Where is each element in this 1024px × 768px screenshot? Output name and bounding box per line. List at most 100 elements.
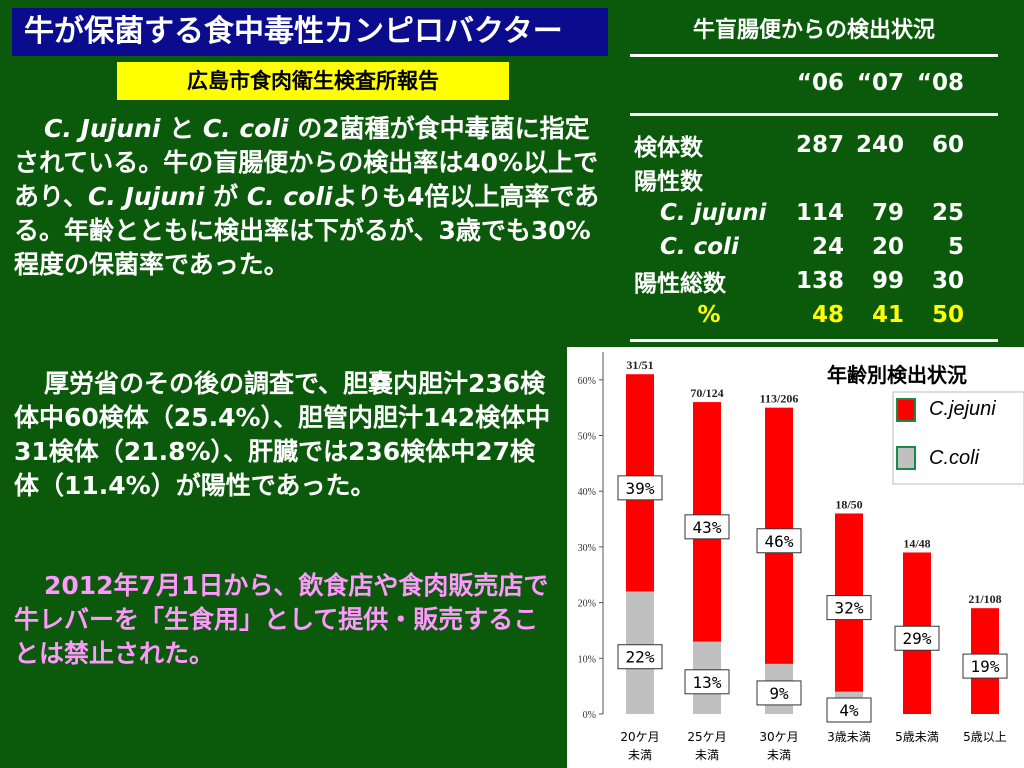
- cell: 41: [871, 302, 904, 328]
- legend-label-coli: C.coli: [929, 447, 980, 469]
- y-tick-label: 40%: [578, 487, 596, 498]
- table-row: 陽性数: [634, 162, 964, 196]
- jejuni-pct-label: 39%: [626, 479, 655, 498]
- cell: 5: [947, 234, 964, 260]
- x-tick-label: 3歳未満: [827, 730, 871, 744]
- year-header-row: “06 “07 “08: [634, 66, 964, 100]
- fraction-label: 113/206: [760, 392, 799, 406]
- legend-swatch-jejuni: [896, 398, 916, 422]
- legend-label-jejuni: C.jejuni: [929, 398, 996, 420]
- jejuni-pct-label-box: [756, 528, 802, 554]
- jejuni-pct-label-box: [684, 514, 730, 540]
- cell: 24: [811, 234, 844, 260]
- x-tick-label: 5歳以上: [963, 730, 1007, 744]
- coli-pct-label-box: [617, 644, 663, 670]
- fraction-label: 31/51: [626, 358, 653, 372]
- jejuni-pct-label: 19%: [971, 657, 1000, 676]
- detection-table: 検体数 287 240 60 陽性数 C. jujuni 114 79 25 C…: [634, 128, 964, 332]
- text-fragment: と: [160, 114, 203, 143]
- slide-title: 牛が保菌する食中毒性カンピロバクター: [12, 8, 608, 56]
- chart-panel: 0% 10% 20% 30% 40% 50% 60% 31/51 39% 22% 20ケ月 未満 70/…: [567, 347, 1024, 768]
- table-row: C. jujuni 114 79 25: [634, 196, 964, 230]
- intro-paragraph: C. Jujuni と C. coli の2菌種が食中毒菌に指定されている。牛の…: [14, 112, 612, 282]
- table-row: % 48 41 50: [634, 298, 964, 332]
- row-label: 陽性総数: [634, 271, 726, 297]
- fraction-label: 18/50: [835, 497, 862, 511]
- cell: 114: [795, 200, 844, 226]
- table-rule-mid: [630, 113, 998, 116]
- cell: [784, 162, 844, 196]
- cell: 50: [931, 302, 964, 328]
- table-row: 検体数 287 240 60: [634, 128, 964, 162]
- header-blank: [634, 66, 784, 100]
- coli-pct-label-box: [756, 680, 802, 706]
- jejuni-pct-label: 32%: [835, 599, 864, 618]
- y-tick-label: 20%: [578, 599, 596, 610]
- table-row: 陽性総数 138 99 30: [634, 264, 964, 298]
- survey-text: 厚労省のその後の調査で、胆嚢内胆汁236検体中60検体（25.4%）、胆管内胆汁…: [14, 369, 551, 500]
- cell: [844, 162, 904, 196]
- legend-swatch-coli: [896, 446, 916, 470]
- cell: 30: [931, 268, 964, 294]
- text-fragment: よりも4倍以上高率である。年齢とともに検出率は下がるが、3歳でも30%程度の保菌…: [14, 182, 600, 279]
- table-title: 牛盲腸便からの検出状況: [692, 18, 935, 43]
- species-jujuni: C. Jujuni: [88, 182, 205, 211]
- row-label: C. coli: [660, 234, 739, 260]
- row-label: 検体数: [634, 135, 703, 161]
- jejuni-pct-label: 29%: [903, 629, 932, 648]
- jejuni-pct-label-box: [962, 653, 1008, 679]
- coli-pct-label: 4%: [839, 701, 859, 720]
- x-tick-label: 5歳未満: [895, 730, 939, 744]
- row-label: C. jujuni: [660, 200, 767, 226]
- table-rule-top: [630, 54, 998, 57]
- coli-pct-label-box: [826, 697, 872, 723]
- y-tick-label: 30%: [578, 543, 596, 554]
- year-header: “08: [916, 70, 964, 96]
- jejuni-pct-label-box: [617, 475, 663, 501]
- x-tick-label: 未満: [695, 748, 719, 762]
- row-label: %: [697, 302, 721, 328]
- cell: [904, 162, 964, 196]
- species-jujuni: C. Jujuni: [44, 114, 161, 143]
- y-tick-label: 50%: [578, 432, 596, 443]
- fraction-label: 14/48: [903, 536, 930, 550]
- coli-pct-label-box: [684, 669, 730, 695]
- x-tick-label: 30ケ月: [759, 730, 798, 744]
- y-tick-label: 10%: [578, 654, 596, 665]
- cell: 20: [871, 234, 904, 260]
- y-tick-label: 0%: [583, 710, 596, 721]
- cell: 138: [795, 268, 844, 294]
- fraction-label: 70/124: [690, 386, 723, 400]
- coli-pct-label: 9%: [769, 684, 789, 703]
- x-tick-label: 未満: [628, 748, 652, 762]
- cell: 48: [811, 302, 844, 328]
- x-tick-label: 20ケ月: [620, 730, 659, 744]
- text-fragment: の2菌種が食中毒菌に指定されている。牛の盲腸便からの検出率は40%以上であり、: [14, 114, 599, 211]
- species-coli: C. coli: [202, 114, 289, 143]
- jejuni-pct-label-box: [826, 595, 872, 621]
- report-label: 広島市食肉衛生検査所報告: [117, 62, 509, 100]
- species-coli: C. coli: [246, 182, 333, 211]
- ban-text: 2012年7月1日から、飲食店や食肉販売店で牛レバーを「生食用」として提供・販売…: [14, 571, 549, 668]
- jejuni-pct-label: 46%: [765, 532, 794, 551]
- text-fragment: が: [204, 182, 247, 211]
- survey-paragraph: 厚労省のその後の調査で、胆嚢内胆汁236検体中60検体（25.4%）、胆管内胆汁…: [14, 367, 559, 503]
- y-tick-label: 60%: [578, 376, 596, 387]
- coli-pct-label: 13%: [693, 673, 722, 692]
- row-label: 陽性数: [634, 169, 703, 195]
- cell: 60: [931, 132, 964, 158]
- table-rule-bottom: [630, 339, 998, 342]
- chart-title: 年齢別検出状況: [827, 363, 967, 387]
- fraction-label: 21/108: [968, 592, 1001, 606]
- jejuni-pct-label: 43%: [693, 518, 722, 537]
- year-header: “06: [796, 70, 844, 96]
- jejuni-pct-label-box: [894, 625, 940, 651]
- x-tick-label: 未満: [767, 748, 791, 762]
- year-header-table: “06 “07 “08: [634, 66, 964, 100]
- cell: 25: [931, 200, 964, 226]
- cell: 287: [795, 132, 844, 158]
- table-row: C. coli 24 20 5: [634, 230, 964, 264]
- x-tick-label: 25ケ月: [687, 730, 726, 744]
- cell: 79: [871, 200, 904, 226]
